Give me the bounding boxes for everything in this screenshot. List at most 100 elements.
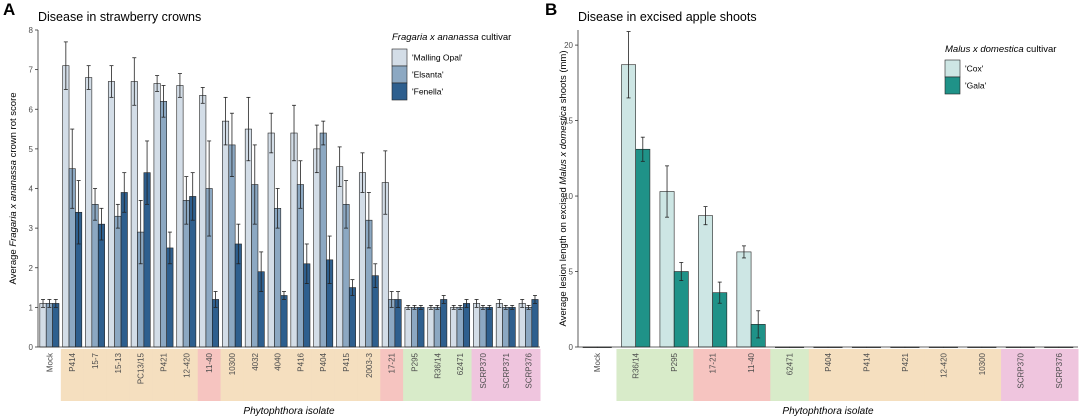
panel-a-bar-p295-s2 xyxy=(417,307,425,348)
panel-a-group-strip-green xyxy=(425,349,450,401)
panel-a-legend-label: 'Malling Opal' xyxy=(412,53,463,63)
panel-a-bar-4040-s2 xyxy=(280,295,288,348)
panel-a-bar-p421-s0 xyxy=(153,83,161,348)
panel-a-group-strip-orange xyxy=(174,349,199,401)
panel-a-bar-p415-s0 xyxy=(336,166,344,348)
panel-a-x-tick-label: SCRP376 xyxy=(525,352,534,388)
panel-b-y-tick-label: 10 xyxy=(564,192,573,201)
panel-b-legend-title-rest: cultivar xyxy=(1024,44,1057,55)
panel-a-chart: A Disease in strawberry crowns 0 1 2 3 4 5 6 7 8 Av… xyxy=(3,0,541,417)
panel-a-y-tick-label: 5 xyxy=(29,145,34,154)
panel-a-group-strip-orange xyxy=(289,349,313,401)
panel-b-y-tick-label: 20 xyxy=(564,41,573,50)
panel-a-bar-15-13-s0 xyxy=(107,81,115,348)
panel-a-label: A xyxy=(3,0,15,19)
panel-b-x-tick-label: SCRP370 xyxy=(1016,352,1025,388)
panel-a-bar-p421-s1 xyxy=(160,101,167,348)
panel-a-bar-p404-s1 xyxy=(319,132,327,348)
panel-a-x-tick-label: 4032 xyxy=(251,352,260,370)
panel-a-bar-mock-s2 xyxy=(52,303,60,348)
panel-b-group-strip-pink xyxy=(1039,349,1079,401)
panel-b-y-axis-label-part: shoots (mm) xyxy=(558,50,569,105)
panel-a-x-tick-label: R36/14 xyxy=(433,352,442,378)
panel-a-group-strip-orange xyxy=(357,349,381,401)
panel-a-bar-p416-s1 xyxy=(296,184,304,348)
panel-a-bar-p295-s0 xyxy=(404,307,412,348)
panel-a-x-tick-label: 2003-3 xyxy=(365,352,374,377)
panel-a-group-strip-orange xyxy=(266,349,290,401)
panel-b-legend-title: Malus x domestica cultivar xyxy=(945,44,1056,55)
panel-b-legend: Malus x domestica cultivar 'Cox' 'Gala' xyxy=(944,44,1056,95)
panel-a-group-strip-orange xyxy=(60,349,85,401)
panel-a-bar-p295-s1 xyxy=(411,307,418,348)
panel-b-y-axis-label-part: Malus x domestica xyxy=(558,106,569,185)
panel-b-legend-swatch xyxy=(944,76,961,95)
panel-b-legend-title-italic: Malus x domestica xyxy=(945,44,1024,55)
panel-a-bar-15-7-s2 xyxy=(97,223,105,348)
panel-a-y-tick-label: 0 xyxy=(29,343,34,352)
panel-b-bar-p295-s1 xyxy=(673,271,689,348)
panel-a-bar-p404-s0 xyxy=(313,148,321,348)
panel-b-x-tick-label: 17-21 xyxy=(709,352,718,373)
panel-a-legend-title: Fragaria x ananassa cultivar xyxy=(392,32,511,43)
panel-a-bar-scrp376-s1 xyxy=(525,307,533,348)
panel-a-bar-r36-14-s0 xyxy=(427,307,435,348)
panel-a-bar-p416-s0 xyxy=(290,132,298,348)
panel-b-bar-r36-14-s0 xyxy=(621,64,636,348)
panel-b-y-tick-label: 0 xyxy=(569,343,574,352)
panel-a-bar-62471-s0 xyxy=(450,307,458,348)
panel-a-bar-pc13-15-s0 xyxy=(130,81,138,348)
panel-b-label: B xyxy=(545,0,557,19)
panel-a-bar-15-7-s0 xyxy=(85,77,93,348)
panel-a-group-strip-orange xyxy=(311,349,336,401)
panel-a-x-tick-label: PC13/15 xyxy=(137,352,146,384)
panel-a-group-strip-red xyxy=(197,349,222,401)
panel-a-legend-title-italic: Fragaria x ananassa xyxy=(392,32,479,43)
panel-a-x-tick-label: P415 xyxy=(342,352,351,371)
panel-b-x-tick-label: SCRP376 xyxy=(1055,352,1064,388)
panel-a-bar-scrp371-s2 xyxy=(508,307,516,348)
panel-a-x-tick-label: 12-420 xyxy=(182,352,191,377)
panel-a-bar-scrp371-s1 xyxy=(502,307,510,348)
panel-a-group-strip-green xyxy=(403,349,427,401)
panel-a-x-tick-label: SCRP370 xyxy=(479,352,488,388)
panel-a-y-axis-label-part: Average xyxy=(8,247,19,285)
panel-b-x-tick-label: 12-420 xyxy=(939,352,948,377)
panel-b-group-strip-green xyxy=(616,349,656,401)
panel-b-title: Disease in excised apple shoots xyxy=(578,10,757,24)
panel-b-x-axis-label: Phytophthora isolate xyxy=(782,406,874,417)
panel-a-title: Disease in strawberry crowns xyxy=(38,10,201,24)
panel-a-legend-swatch xyxy=(391,82,408,101)
panel-b-group-strip-orange xyxy=(847,349,887,401)
panel-a-x-tick-label: P416 xyxy=(296,352,305,371)
panel-a-bar-10300-s0 xyxy=(222,120,230,348)
panel-a-bar-mock-s1 xyxy=(45,303,53,348)
panel-b-group-strip-green xyxy=(654,349,694,401)
panel-a-y-tick-label: 6 xyxy=(29,105,34,114)
panel-a-group-strip-pink xyxy=(471,349,495,401)
panel-a-bar-scrp370-s2 xyxy=(485,307,493,348)
panel-b-group-strip-red xyxy=(693,349,733,401)
panel-a-x-axis-label: Phytophthora isolate xyxy=(243,406,335,417)
panel-a-bar-mock-s0 xyxy=(39,303,47,348)
panel-a-group-strip-orange xyxy=(220,349,244,401)
panel-a-bar-15-13-s1 xyxy=(114,215,122,348)
panel-a-group-strip-pink xyxy=(494,349,518,401)
panel-a-y-tick-label: 8 xyxy=(29,26,34,35)
panel-a-bar-2003-3-s0 xyxy=(358,172,366,348)
panel-b-bar-r36-14-s1 xyxy=(635,148,651,348)
panel-a-bar-scrp370-s1 xyxy=(479,307,487,348)
panel-b-chart: B Disease in excised apple shoots 0 5 10 15 20… xyxy=(545,0,1079,417)
panel-b-legend-label: 'Gala' xyxy=(965,81,987,91)
panel-b-x-tick-label: 10300 xyxy=(978,352,987,375)
panel-a-bar-scrp376-s2 xyxy=(531,299,539,348)
panel-b-group-strip-orange xyxy=(885,349,925,401)
panel-b-y-tick-label: 5 xyxy=(569,268,574,277)
panel-a-bar-4040-s1 xyxy=(274,208,282,348)
panel-a-x-tick-label: P404 xyxy=(319,352,328,371)
panel-a-group-strip-orange xyxy=(129,349,153,401)
panel-a-group-strip-pink xyxy=(517,349,541,401)
panel-a-group-strip-red xyxy=(380,349,404,401)
panel-a-group-strip-orange xyxy=(152,349,176,401)
